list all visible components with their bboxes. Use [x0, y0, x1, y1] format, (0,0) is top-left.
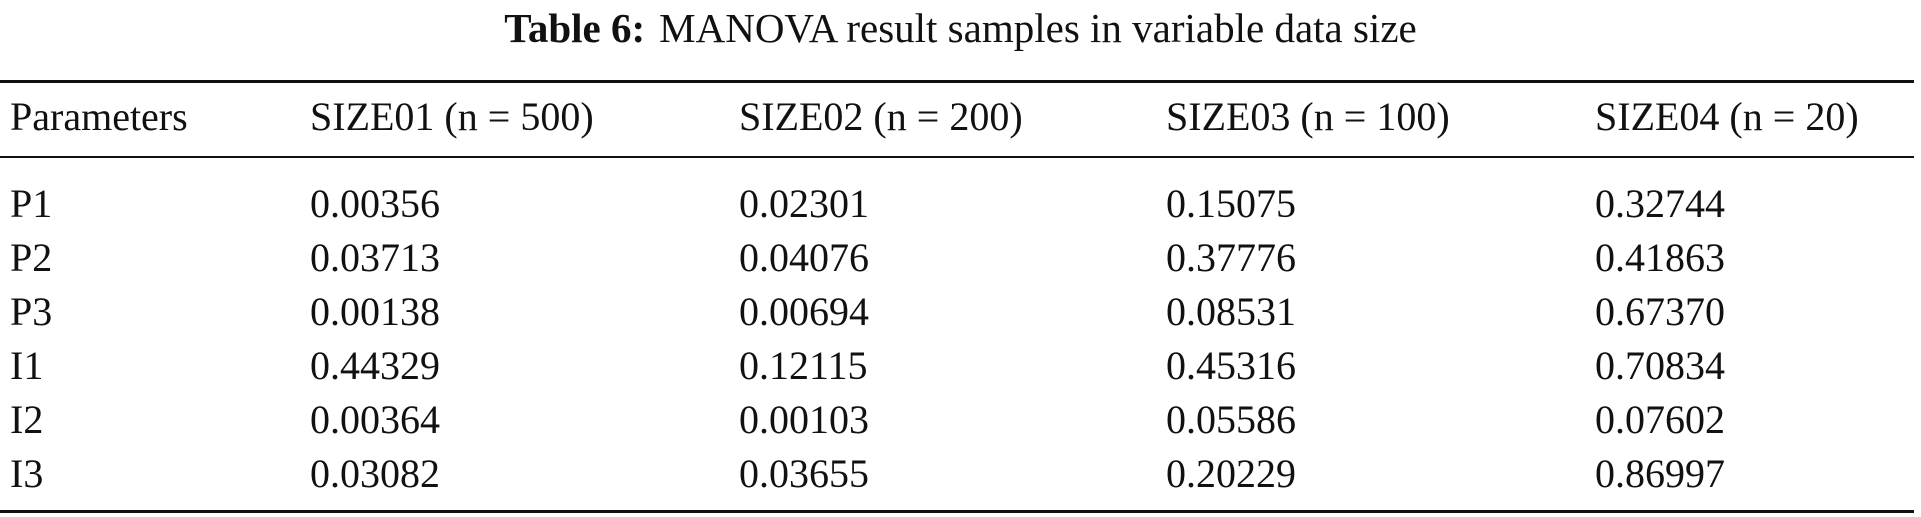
row-label: I2	[10, 397, 44, 442]
header-cell: SIZE01 (n = 500)	[310, 94, 594, 139]
header-cell: Parameters	[10, 94, 188, 139]
cell: 0.02301	[739, 181, 869, 226]
row-label: I3	[10, 451, 44, 496]
cell: 0.03655	[739, 451, 869, 496]
cell: 0.12115	[739, 343, 868, 388]
cell: 0.86997	[1595, 451, 1725, 496]
cell: 0.07602	[1595, 397, 1725, 442]
cell: 0.70834	[1595, 343, 1725, 388]
cell: 0.00364	[310, 397, 440, 442]
caption: Table 6: MANOVA result samples in variabl…	[0, 4, 1921, 52]
row-label: I1	[10, 343, 44, 388]
row-label: P2	[10, 235, 53, 280]
cell: 0.15075	[1166, 181, 1296, 226]
top-rule	[0, 80, 1914, 83]
cell: 0.67370	[1595, 289, 1725, 334]
cell: 0.00138	[310, 289, 440, 334]
cell: 0.20229	[1166, 451, 1296, 496]
cell: 0.44329	[310, 343, 440, 388]
cell: 0.03082	[310, 451, 440, 496]
caption-title: MANOVA result samples in variable data s…	[659, 5, 1417, 51]
cell: 0.00694	[739, 289, 869, 334]
mid-rule	[0, 156, 1914, 158]
header-cell: SIZE03 (n = 100)	[1166, 94, 1450, 139]
cell: 0.37776	[1166, 235, 1296, 280]
bottom-rule	[0, 510, 1914, 513]
caption-label: Table 6:	[504, 5, 646, 51]
cell: 0.03713	[310, 235, 440, 280]
cell: 0.08531	[1166, 289, 1296, 334]
cell: 0.05586	[1166, 397, 1296, 442]
row-label: P1	[10, 181, 53, 226]
header-cell: SIZE04 (n = 20)	[1595, 94, 1859, 139]
cell: 0.00356	[310, 181, 440, 226]
header-cell: SIZE02 (n = 200)	[739, 94, 1023, 139]
cell: 0.04076	[739, 235, 869, 280]
row-label: P3	[10, 289, 53, 334]
cell: 0.45316	[1166, 343, 1296, 388]
cell: 0.41863	[1595, 235, 1725, 280]
cell: 0.00103	[739, 397, 869, 442]
cell: 0.32744	[1595, 181, 1725, 226]
